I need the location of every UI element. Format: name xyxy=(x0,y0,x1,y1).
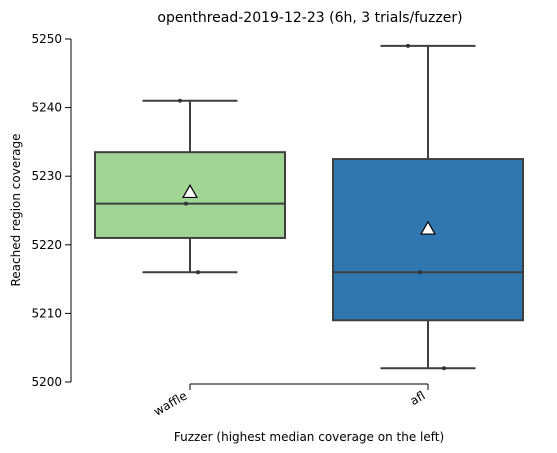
box-waffle xyxy=(94,98,286,275)
x-axis-label: Fuzzer (highest median coverage on the l… xyxy=(174,430,444,444)
y-axis-ticks: 5200 5210 5220 5230 5240 5250 xyxy=(31,32,71,389)
chart-title: openthread-2019-12-23 (6h, 3 trials/fuzz… xyxy=(157,10,462,26)
x-tick-label-waffle: waffle xyxy=(151,388,189,418)
box-afl xyxy=(332,43,524,371)
y-tick-label: 5250 xyxy=(31,32,62,46)
y-axis-label: Reached region coverage xyxy=(9,133,23,286)
data-point xyxy=(196,270,200,275)
data-point xyxy=(178,98,182,103)
mean-marker xyxy=(419,220,437,235)
y-tick-label: 5240 xyxy=(31,101,62,115)
data-point xyxy=(406,43,410,48)
box-series xyxy=(94,43,524,371)
iqr-box xyxy=(332,158,524,322)
data-point xyxy=(184,201,188,206)
y-tick-label: 5230 xyxy=(31,169,62,183)
y-tick-label: 5210 xyxy=(31,306,62,320)
y-tick-label: 5200 xyxy=(31,375,62,389)
mean-marker xyxy=(181,183,199,199)
y-tick-label: 5220 xyxy=(31,238,62,252)
data-point xyxy=(418,270,422,275)
data-point xyxy=(442,366,446,371)
x-axis-ticks: waffle afl xyxy=(151,384,429,419)
x-tick-label-afl: afl xyxy=(408,388,428,408)
